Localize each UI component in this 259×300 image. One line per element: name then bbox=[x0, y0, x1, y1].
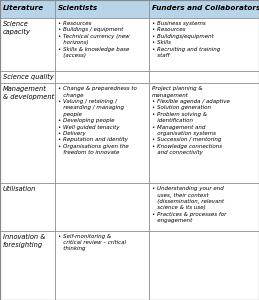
Bar bbox=[0, 231, 55, 300]
Bar bbox=[0, 83, 55, 183]
Bar bbox=[149, 71, 259, 83]
Bar bbox=[55, 231, 149, 300]
Text: • Business systems
• Resources
• Buildings/equipment
• Skills
• Recruiting and t: • Business systems • Resources • Buildin… bbox=[152, 21, 220, 58]
Text: Literature: Literature bbox=[3, 5, 44, 11]
Text: Innovation &
foresighting: Innovation & foresighting bbox=[3, 234, 45, 248]
Bar bbox=[149, 231, 259, 300]
Bar bbox=[55, 83, 149, 183]
Bar bbox=[55, 71, 149, 83]
Bar bbox=[149, 18, 259, 71]
Text: • Change & preparedness to
   change
• Valuing / retaining /
   rewarding / mana: • Change & preparedness to change • Valu… bbox=[58, 86, 137, 155]
Bar bbox=[149, 0, 259, 18]
Bar bbox=[55, 18, 149, 71]
Bar bbox=[0, 71, 55, 83]
Text: Management
& development: Management & development bbox=[3, 86, 54, 100]
Text: Project planning &
management
• Flexible agenda / adaptive
• Solution generation: Project planning & management • Flexible… bbox=[152, 86, 230, 155]
Bar bbox=[55, 183, 149, 231]
Bar bbox=[0, 0, 55, 18]
Text: Scientists: Scientists bbox=[58, 5, 98, 11]
Text: • Self-monitoring &
   critical review – critical
   thinking: • Self-monitoring & critical review – cr… bbox=[58, 234, 126, 251]
Text: • Understanding your end
   uses, their context
   (dissemination, relevant
   s: • Understanding your end uses, their con… bbox=[152, 186, 226, 223]
Bar bbox=[0, 183, 55, 231]
Text: Funders and Collaborators: Funders and Collaborators bbox=[152, 5, 259, 11]
Text: Utilisation: Utilisation bbox=[3, 186, 36, 192]
Bar bbox=[0, 18, 55, 71]
Bar bbox=[149, 83, 259, 183]
Text: Science
capacity: Science capacity bbox=[3, 21, 31, 35]
Text: Science quality: Science quality bbox=[3, 74, 54, 80]
Bar bbox=[149, 183, 259, 231]
Text: • Resources
• Buildings / equipment
• Technical currency (new
   horizons)
• Ski: • Resources • Buildings / equipment • Te… bbox=[58, 21, 130, 58]
Bar bbox=[55, 0, 149, 18]
